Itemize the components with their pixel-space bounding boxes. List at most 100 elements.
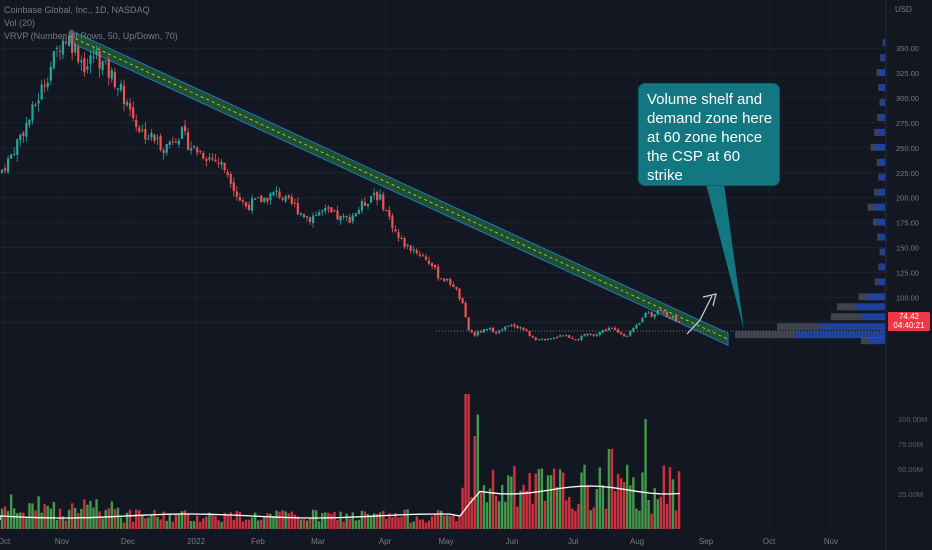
volume-bar: [278, 511, 281, 529]
candle-body: [263, 197, 266, 202]
volume-bar: [77, 512, 80, 529]
candle-body: [7, 158, 10, 173]
volume-bar: [613, 491, 617, 529]
candle-body: [369, 196, 373, 203]
candle-body: [321, 210, 324, 212]
volume-bar: [40, 512, 43, 529]
volume-bar: [586, 486, 589, 529]
candle-body: [281, 197, 284, 200]
candle-body: [434, 265, 437, 268]
volume-bar: [104, 509, 107, 529]
candle-body: [180, 127, 184, 139]
time-tick-label: Nov: [824, 537, 838, 546]
candle-body: [125, 102, 129, 106]
time-tick-label: Jul: [568, 537, 578, 546]
volume-indicator-label[interactable]: Vol (20): [4, 18, 36, 28]
volume-bar: [284, 511, 287, 529]
candle-body: [223, 162, 226, 171]
candle-body: [586, 333, 589, 336]
candle-body: [525, 329, 528, 332]
volume-bar: [580, 472, 583, 529]
volume-bar: [348, 518, 351, 529]
candle-body: [476, 331, 479, 336]
profile-row-down: [874, 278, 878, 286]
candle-body: [418, 254, 421, 256]
candle-body: [147, 138, 150, 140]
price-tick-label: 100.00: [896, 293, 919, 302]
volume-bar: [196, 515, 199, 529]
volume-bar: [192, 521, 196, 529]
candle-body: [110, 70, 113, 80]
volume-bar: [504, 501, 507, 529]
price-tick-label: 150.00: [896, 244, 919, 253]
candle-body: [626, 335, 629, 337]
profile-row-up: [861, 313, 885, 321]
profile-row-up: [795, 331, 885, 339]
time-tick-label: Mar: [311, 537, 325, 546]
volume-bar: [452, 514, 455, 529]
volume-bar: [418, 519, 422, 529]
volume-bar: [363, 511, 367, 529]
volume-bar: [275, 510, 278, 529]
candle-body: [546, 339, 550, 341]
volume-bar: [546, 475, 550, 529]
candle-body: [678, 321, 681, 323]
candle-body: [458, 288, 461, 300]
volume-bar: [507, 475, 510, 529]
volume-bar: [327, 512, 330, 529]
price-tick-label: 225.00: [896, 169, 919, 178]
profile-row-up: [880, 84, 885, 92]
volume-bar: [336, 520, 339, 529]
volume-bar: [589, 510, 592, 529]
volume-bar: [558, 469, 562, 529]
candle-body: [260, 195, 263, 203]
last-price-value: 74.42: [898, 312, 920, 321]
volume-bar: [98, 511, 101, 529]
volume-bar: [223, 512, 226, 529]
candle-body: [617, 329, 620, 333]
volume-bar: [626, 464, 629, 529]
candle-body: [168, 141, 171, 145]
volume-bar: [479, 491, 483, 529]
time-tick-label: Dec: [121, 537, 135, 546]
volume-bar: [232, 519, 235, 529]
candle-body: [665, 312, 668, 317]
candle-body: [394, 229, 397, 232]
profile-row-down: [831, 313, 861, 321]
candle-body: [473, 332, 476, 336]
vrvp-indicator-label[interactable]: VRVP (Number Of Rows, 50, Up/Down, 70): [4, 31, 178, 41]
volume-bar: [186, 514, 190, 529]
volume-bar: [159, 519, 162, 529]
volume-bar: [177, 513, 181, 529]
candle-body: [559, 335, 562, 337]
volume-bar: [70, 503, 74, 529]
time-tick-label: Feb: [251, 537, 265, 546]
candle-body: [647, 312, 650, 314]
volume-bars: [0, 394, 681, 529]
volume-bar: [122, 522, 126, 529]
candle-body: [641, 317, 644, 323]
volume-bar: [491, 469, 495, 529]
price-tick-label: 350.00: [896, 44, 919, 53]
symbol-title[interactable]: Coinbase Global, Inc., 1D, NASDAQ: [4, 5, 150, 15]
volume-bar: [424, 522, 428, 529]
volume-bar: [549, 475, 553, 529]
candle-body: [613, 327, 617, 330]
volume-bar: [330, 514, 333, 529]
candle-body: [61, 40, 65, 55]
candle-body: [348, 217, 351, 223]
candle-body: [345, 216, 348, 218]
candle-body: [674, 316, 678, 322]
annotation-callout[interactable]: Volume shelf and demand zone here at 60 …: [639, 84, 779, 185]
volume-bar: [674, 510, 678, 529]
candle-body: [623, 334, 626, 337]
volume-bar: [144, 518, 147, 529]
profile-row-up: [870, 337, 885, 345]
volume-bar: [357, 519, 361, 529]
candle-body: [31, 104, 34, 121]
candle-body: [43, 85, 46, 87]
volume-bar: [13, 508, 16, 529]
volume-bar: [238, 511, 242, 529]
projection-arrow[interactable]: [686, 293, 717, 335]
